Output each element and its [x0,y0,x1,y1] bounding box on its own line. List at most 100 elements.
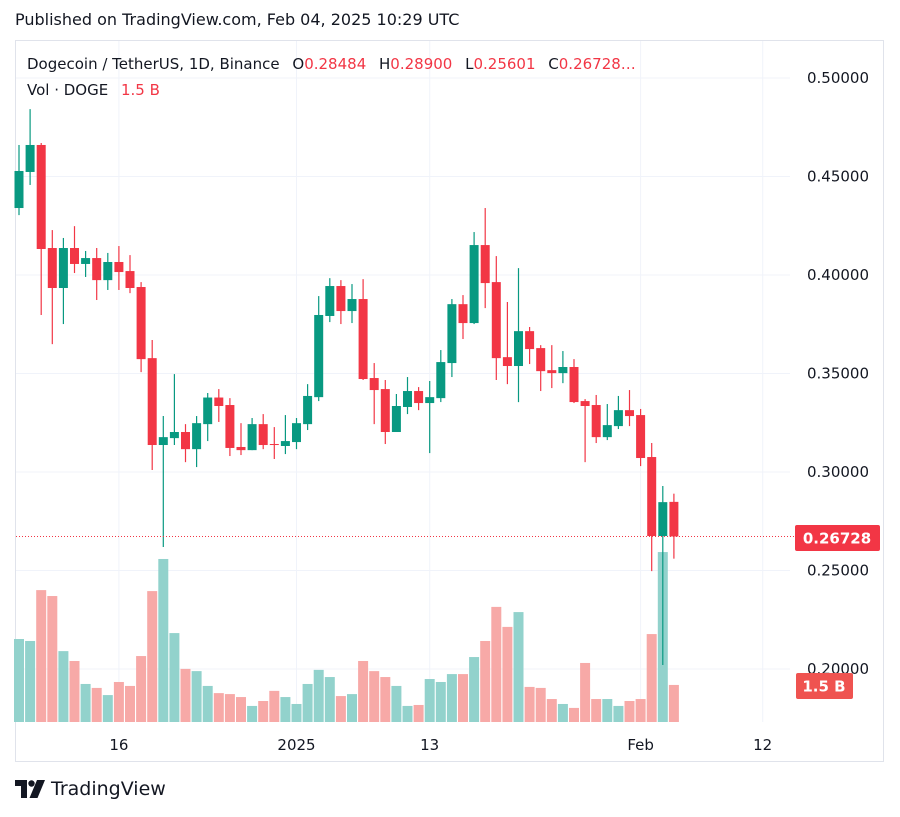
candle[interactable] [203,393,213,442]
last-price-badge: 0.26728 [795,525,880,551]
volume-bar [213,693,224,722]
candle[interactable] [380,380,390,445]
candle[interactable] [280,415,290,455]
candle[interactable] [625,390,634,427]
candle[interactable] [636,408,646,467]
candle[interactable] [192,416,202,468]
candle[interactable] [414,387,424,411]
candle[interactable] [25,109,35,185]
candle[interactable] [347,284,357,324]
candle-body [203,397,213,425]
candle[interactable] [81,250,91,277]
candle[interactable] [125,255,135,294]
candle-body [591,405,601,438]
candle[interactable] [558,351,568,384]
candle[interactable] [580,399,590,463]
candle[interactable] [602,404,612,441]
candle[interactable] [136,282,146,373]
candle[interactable] [391,393,401,433]
candle[interactable] [536,345,546,392]
volume-bar [136,656,147,722]
volume-bar [302,683,313,722]
candle[interactable] [225,398,235,457]
candle[interactable] [514,268,523,403]
candle[interactable] [147,340,157,471]
candle[interactable] [669,493,679,559]
candle[interactable] [569,359,579,404]
candle[interactable] [14,144,24,216]
candle-body [103,261,113,281]
candle[interactable] [292,418,301,450]
symbol-title[interactable]: Dogecoin / TetherUS, 1D, Binance [27,55,280,73]
candle[interactable] [480,208,490,309]
candle[interactable] [358,279,368,381]
candle[interactable] [247,418,257,451]
candle-body [613,410,623,427]
y-tick-label: 0.40000 [807,266,869,284]
candle-body [47,248,57,289]
candle[interactable] [181,424,190,463]
candle[interactable] [502,301,512,385]
candle-body [236,446,246,451]
candle[interactable] [369,363,379,425]
candle-body [136,287,146,360]
candle[interactable] [647,443,657,572]
candle[interactable] [214,389,224,422]
candle[interactable] [491,256,501,381]
candle[interactable] [70,226,79,274]
chart-frame[interactable] [15,40,884,762]
candle[interactable] [658,485,668,666]
candle-body [214,397,224,407]
candle[interactable] [447,299,457,378]
volume-bar [535,687,546,722]
candle[interactable] [114,246,124,290]
candle[interactable] [591,394,601,444]
volume-bars [14,552,679,722]
candle[interactable] [169,374,179,446]
candle[interactable] [103,252,113,290]
candle[interactable] [314,296,324,402]
footer-logo[interactable]: TradingView [15,778,166,800]
candle-body [258,424,268,446]
candle[interactable] [613,395,623,430]
candle[interactable] [269,427,279,459]
candle[interactable] [336,280,346,325]
volume-bar [158,558,169,722]
candle[interactable] [436,350,446,403]
candle-body [391,406,401,433]
candle[interactable] [47,230,57,345]
y-tick-label: 0.25000 [807,562,869,580]
tradingview-logo-icon [15,780,45,798]
candle-body [647,457,657,537]
candle[interactable] [258,414,268,450]
candle-body [169,432,179,439]
candle-body [369,378,379,391]
candle-body [92,258,102,281]
candle[interactable] [469,232,479,325]
volume-label[interactable]: Vol · DOGE [27,81,109,99]
candle-body [658,502,668,537]
candle-body [458,304,468,324]
candle[interactable] [547,345,557,389]
x-tick-label: 2025 [277,736,315,754]
candle[interactable] [58,237,68,325]
volume-bar [613,705,624,722]
candle[interactable] [158,416,168,548]
volume-bar [147,591,158,722]
volume-bar [513,612,524,722]
candle[interactable] [425,380,435,454]
candle[interactable] [458,295,468,340]
candle[interactable] [236,423,246,456]
candle[interactable] [525,327,535,365]
candle[interactable] [36,143,46,315]
candle[interactable] [403,377,412,415]
candle[interactable] [325,278,335,323]
volume-bar [524,686,535,722]
volume-bar [624,701,635,722]
candle[interactable] [92,248,102,301]
candles [14,109,679,666]
volume-bar [224,694,235,722]
candle[interactable] [303,384,313,431]
candle-body [303,395,313,425]
